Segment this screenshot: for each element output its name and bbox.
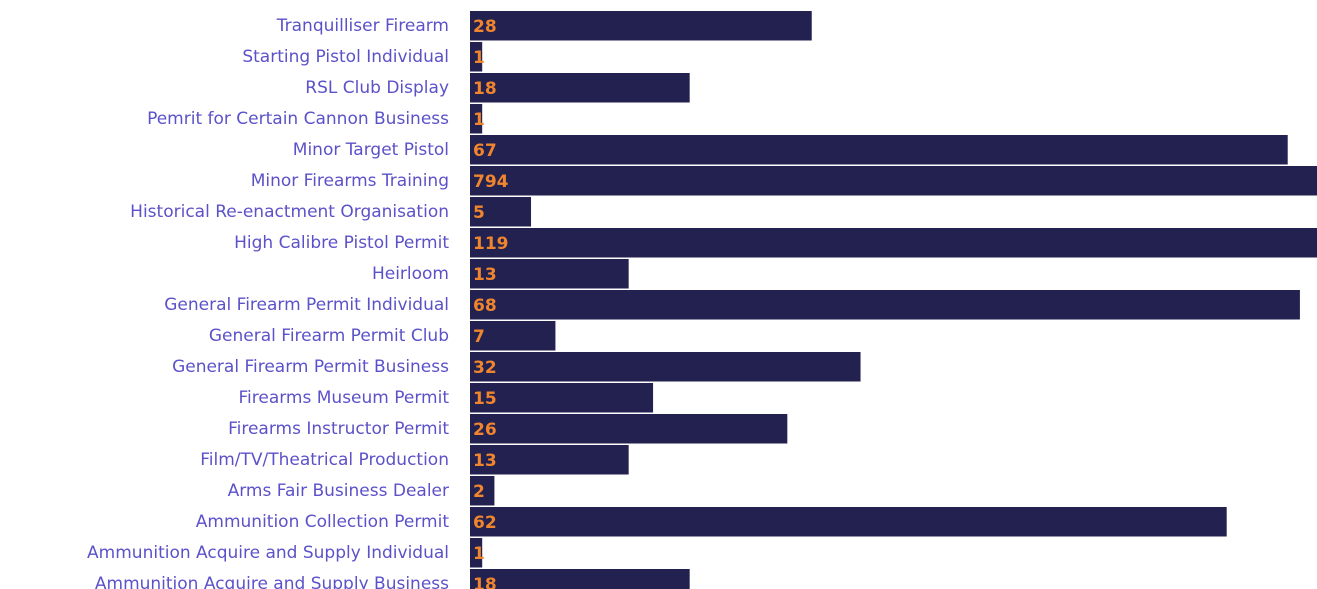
- value-label: 26: [473, 420, 497, 440]
- bar: [470, 569, 690, 589]
- bar: [470, 383, 654, 413]
- value-label: 119: [473, 234, 509, 254]
- category-label: Ammunition Acquire and Supply Business: [95, 574, 449, 589]
- bar: [470, 352, 861, 382]
- bar: [470, 228, 1317, 258]
- category-label: Pemrit for Certain Cannon Business: [147, 109, 449, 129]
- value-label: 18: [473, 79, 497, 99]
- bar: [470, 166, 1317, 196]
- bar: [470, 414, 788, 444]
- category-label: General Firearm Permit Individual: [164, 295, 449, 315]
- bar: [470, 290, 1300, 320]
- value-label: 1: [473, 48, 485, 68]
- bar: [470, 73, 690, 103]
- category-label: Arms Fair Business Dealer: [228, 481, 449, 501]
- value-label: 67: [473, 141, 497, 161]
- value-label: 13: [473, 451, 497, 471]
- value-label: 62: [473, 513, 497, 533]
- value-label: 32: [473, 358, 497, 378]
- category-label: Heirloom: [372, 264, 449, 284]
- bar: [470, 197, 532, 227]
- bar: [470, 507, 1227, 537]
- category-label: Film/TV/Theatrical Production: [200, 450, 449, 470]
- bar: [470, 538, 483, 568]
- bar: [470, 259, 629, 289]
- value-label: 68: [473, 296, 497, 316]
- category-label: General Firearm Permit Club: [209, 326, 449, 346]
- category-label: Firearms Museum Permit: [238, 388, 449, 408]
- category-label: Tranquilliser Firearm: [276, 16, 449, 36]
- category-label: High Calibre Pistol Permit: [234, 233, 449, 253]
- value-label: 1: [473, 110, 485, 130]
- bar: [470, 445, 629, 475]
- value-label: 13: [473, 265, 497, 285]
- bar: [470, 104, 483, 134]
- category-label: Historical Re-enactment Organisation: [130, 202, 449, 222]
- value-label: 28: [473, 17, 497, 37]
- bar: [470, 42, 483, 72]
- value-label: 794: [473, 172, 509, 192]
- category-label: General Firearm Permit Business: [172, 357, 449, 377]
- bar: [470, 135, 1288, 165]
- value-label: 1: [473, 544, 485, 564]
- value-label: 15: [473, 389, 497, 409]
- value-label: 7: [473, 327, 485, 347]
- category-label: Minor Target Pistol: [293, 140, 449, 160]
- category-label: Firearms Instructor Permit: [228, 419, 449, 439]
- value-label: 5: [473, 203, 485, 223]
- bar: [470, 11, 812, 41]
- bar: [470, 321, 556, 351]
- category-label: Ammunition Collection Permit: [196, 512, 450, 532]
- category-label: Minor Firearms Training: [251, 171, 449, 191]
- value-label: 18: [473, 575, 497, 589]
- bar: [470, 476, 495, 506]
- category-label: Ammunition Acquire and Supply Individual: [87, 543, 449, 563]
- category-label: RSL Club Display: [305, 78, 449, 98]
- category-label: Starting Pistol Individual: [242, 47, 449, 67]
- plot-area: [470, 11, 1317, 589]
- value-label: 2: [473, 482, 485, 502]
